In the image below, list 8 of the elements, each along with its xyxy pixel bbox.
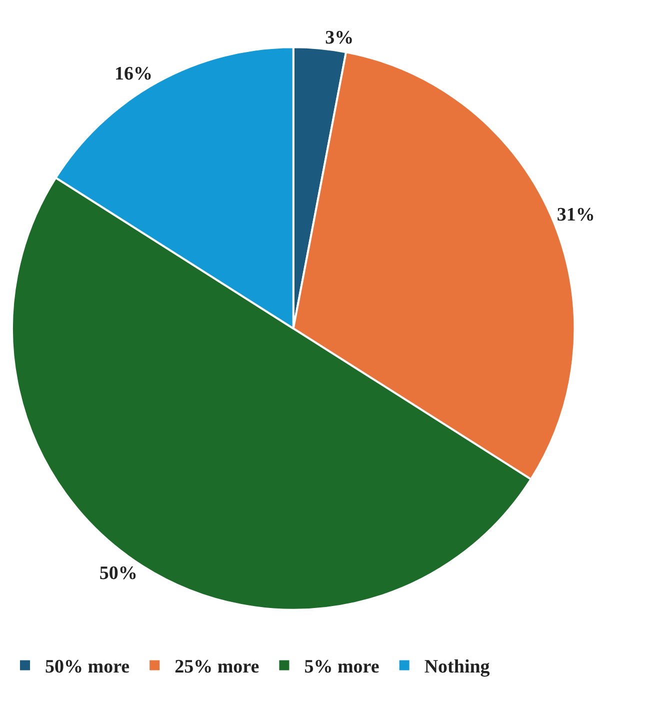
data-label: 16% xyxy=(114,63,153,84)
data-label: 31% xyxy=(556,204,595,226)
data-label: 50% xyxy=(99,563,138,584)
legend-label: Nothing xyxy=(424,656,490,678)
legend-label: 50% more xyxy=(45,656,130,678)
legend-label: 25% more xyxy=(174,656,260,678)
data-label: 3% xyxy=(325,27,354,48)
legend-label: 5% more xyxy=(304,656,380,678)
